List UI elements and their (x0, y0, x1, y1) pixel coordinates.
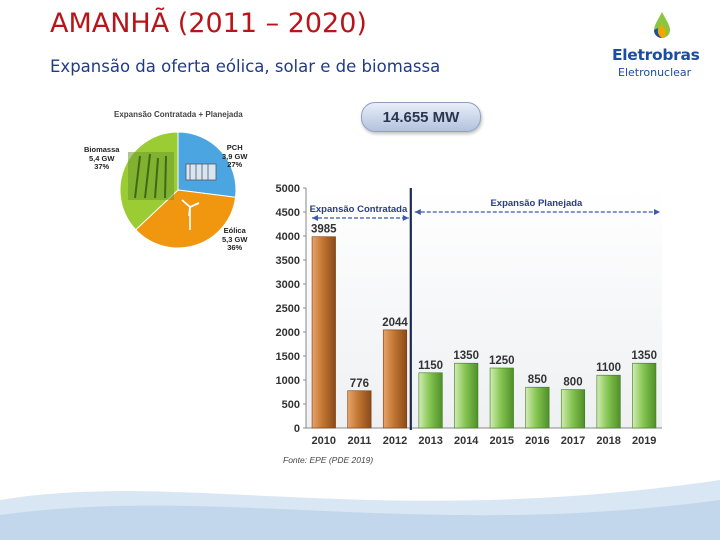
bar-value-label: 2044 (382, 317, 408, 329)
bar-2018 (596, 374, 621, 429)
bar-2011 (347, 390, 372, 429)
annotation-contratada: Expansão Contratada (310, 204, 408, 215)
pie-label-eolica: Eólica 5,3 GW 36% (222, 226, 248, 252)
bar-value-label: 1350 (453, 350, 479, 362)
x-tick-label: 2015 (490, 435, 514, 447)
y-tick-label: 500 (282, 399, 300, 411)
bar-2010 (311, 236, 336, 429)
pie-label-pch: PCH 3,9 GW 27% (222, 143, 248, 169)
x-tick-label: 2017 (561, 435, 585, 447)
pie-label-biomassa: Biomassa 5,4 GW 37% (84, 145, 120, 171)
bar-value-label: 3985 (311, 224, 337, 236)
x-tick-label: 2016 (525, 435, 549, 447)
bar-value-label: 1100 (596, 362, 621, 374)
y-tick-label: 4500 (276, 207, 300, 219)
x-tick-label: 2014 (454, 435, 479, 447)
y-tick-label: 0 (294, 423, 300, 435)
y-tick-label: 4000 (276, 231, 300, 243)
logo-subtitle: Eletronuclear (618, 66, 692, 79)
bar-2015 (489, 367, 514, 429)
y-tick-label: 3000 (276, 279, 300, 291)
bar-value-label: 776 (350, 378, 369, 390)
x-tick-label: 2011 (347, 435, 371, 447)
bar-value-label: 850 (528, 374, 547, 386)
x-tick-label: 2013 (418, 435, 442, 447)
bar-value-label: 1250 (489, 355, 515, 367)
bar-2014 (454, 362, 479, 429)
y-tick-label: 2000 (276, 327, 300, 339)
bar-value-label: 1350 (631, 350, 657, 362)
logo-drop-icon (654, 12, 670, 38)
total-badge: 14.655 MW (361, 102, 481, 132)
x-tick-label: 2010 (312, 435, 336, 447)
y-tick-label: 5000 (276, 183, 300, 195)
bar-value-label: 1150 (418, 360, 443, 372)
bar-2019 (632, 362, 657, 429)
bar-2013 (418, 372, 443, 429)
y-tick-label: 1000 (276, 375, 300, 387)
bar-2017 (560, 389, 586, 429)
slide-subtitle: Expansão da oferta eólica, solar e de bi… (50, 57, 441, 76)
annotation-planejada: Expansão Planejada (490, 198, 583, 209)
pie-title: Expansão Contratada + Planejada (114, 110, 243, 119)
y-tick-label: 3500 (276, 255, 300, 267)
bottom-wave-decoration (0, 480, 720, 540)
x-tick-label: 2019 (632, 435, 656, 447)
x-tick-label: 2018 (596, 435, 620, 447)
bar-value-label: 800 (563, 377, 582, 389)
eletrobras-logo: Eletrobras Eletronuclear (608, 8, 708, 88)
logo-name: Eletrobras (612, 46, 700, 64)
y-tick-label: 2500 (276, 303, 300, 315)
bar-2016 (525, 386, 550, 429)
source-note: Fonte: EPE (PDE 2019) (283, 455, 374, 465)
slide-title: AMANHÃ (2011 – 2020) (50, 8, 367, 39)
bar-2012 (382, 329, 408, 429)
y-tick-label: 1500 (276, 351, 300, 363)
x-tick-label: 2012 (383, 435, 407, 447)
